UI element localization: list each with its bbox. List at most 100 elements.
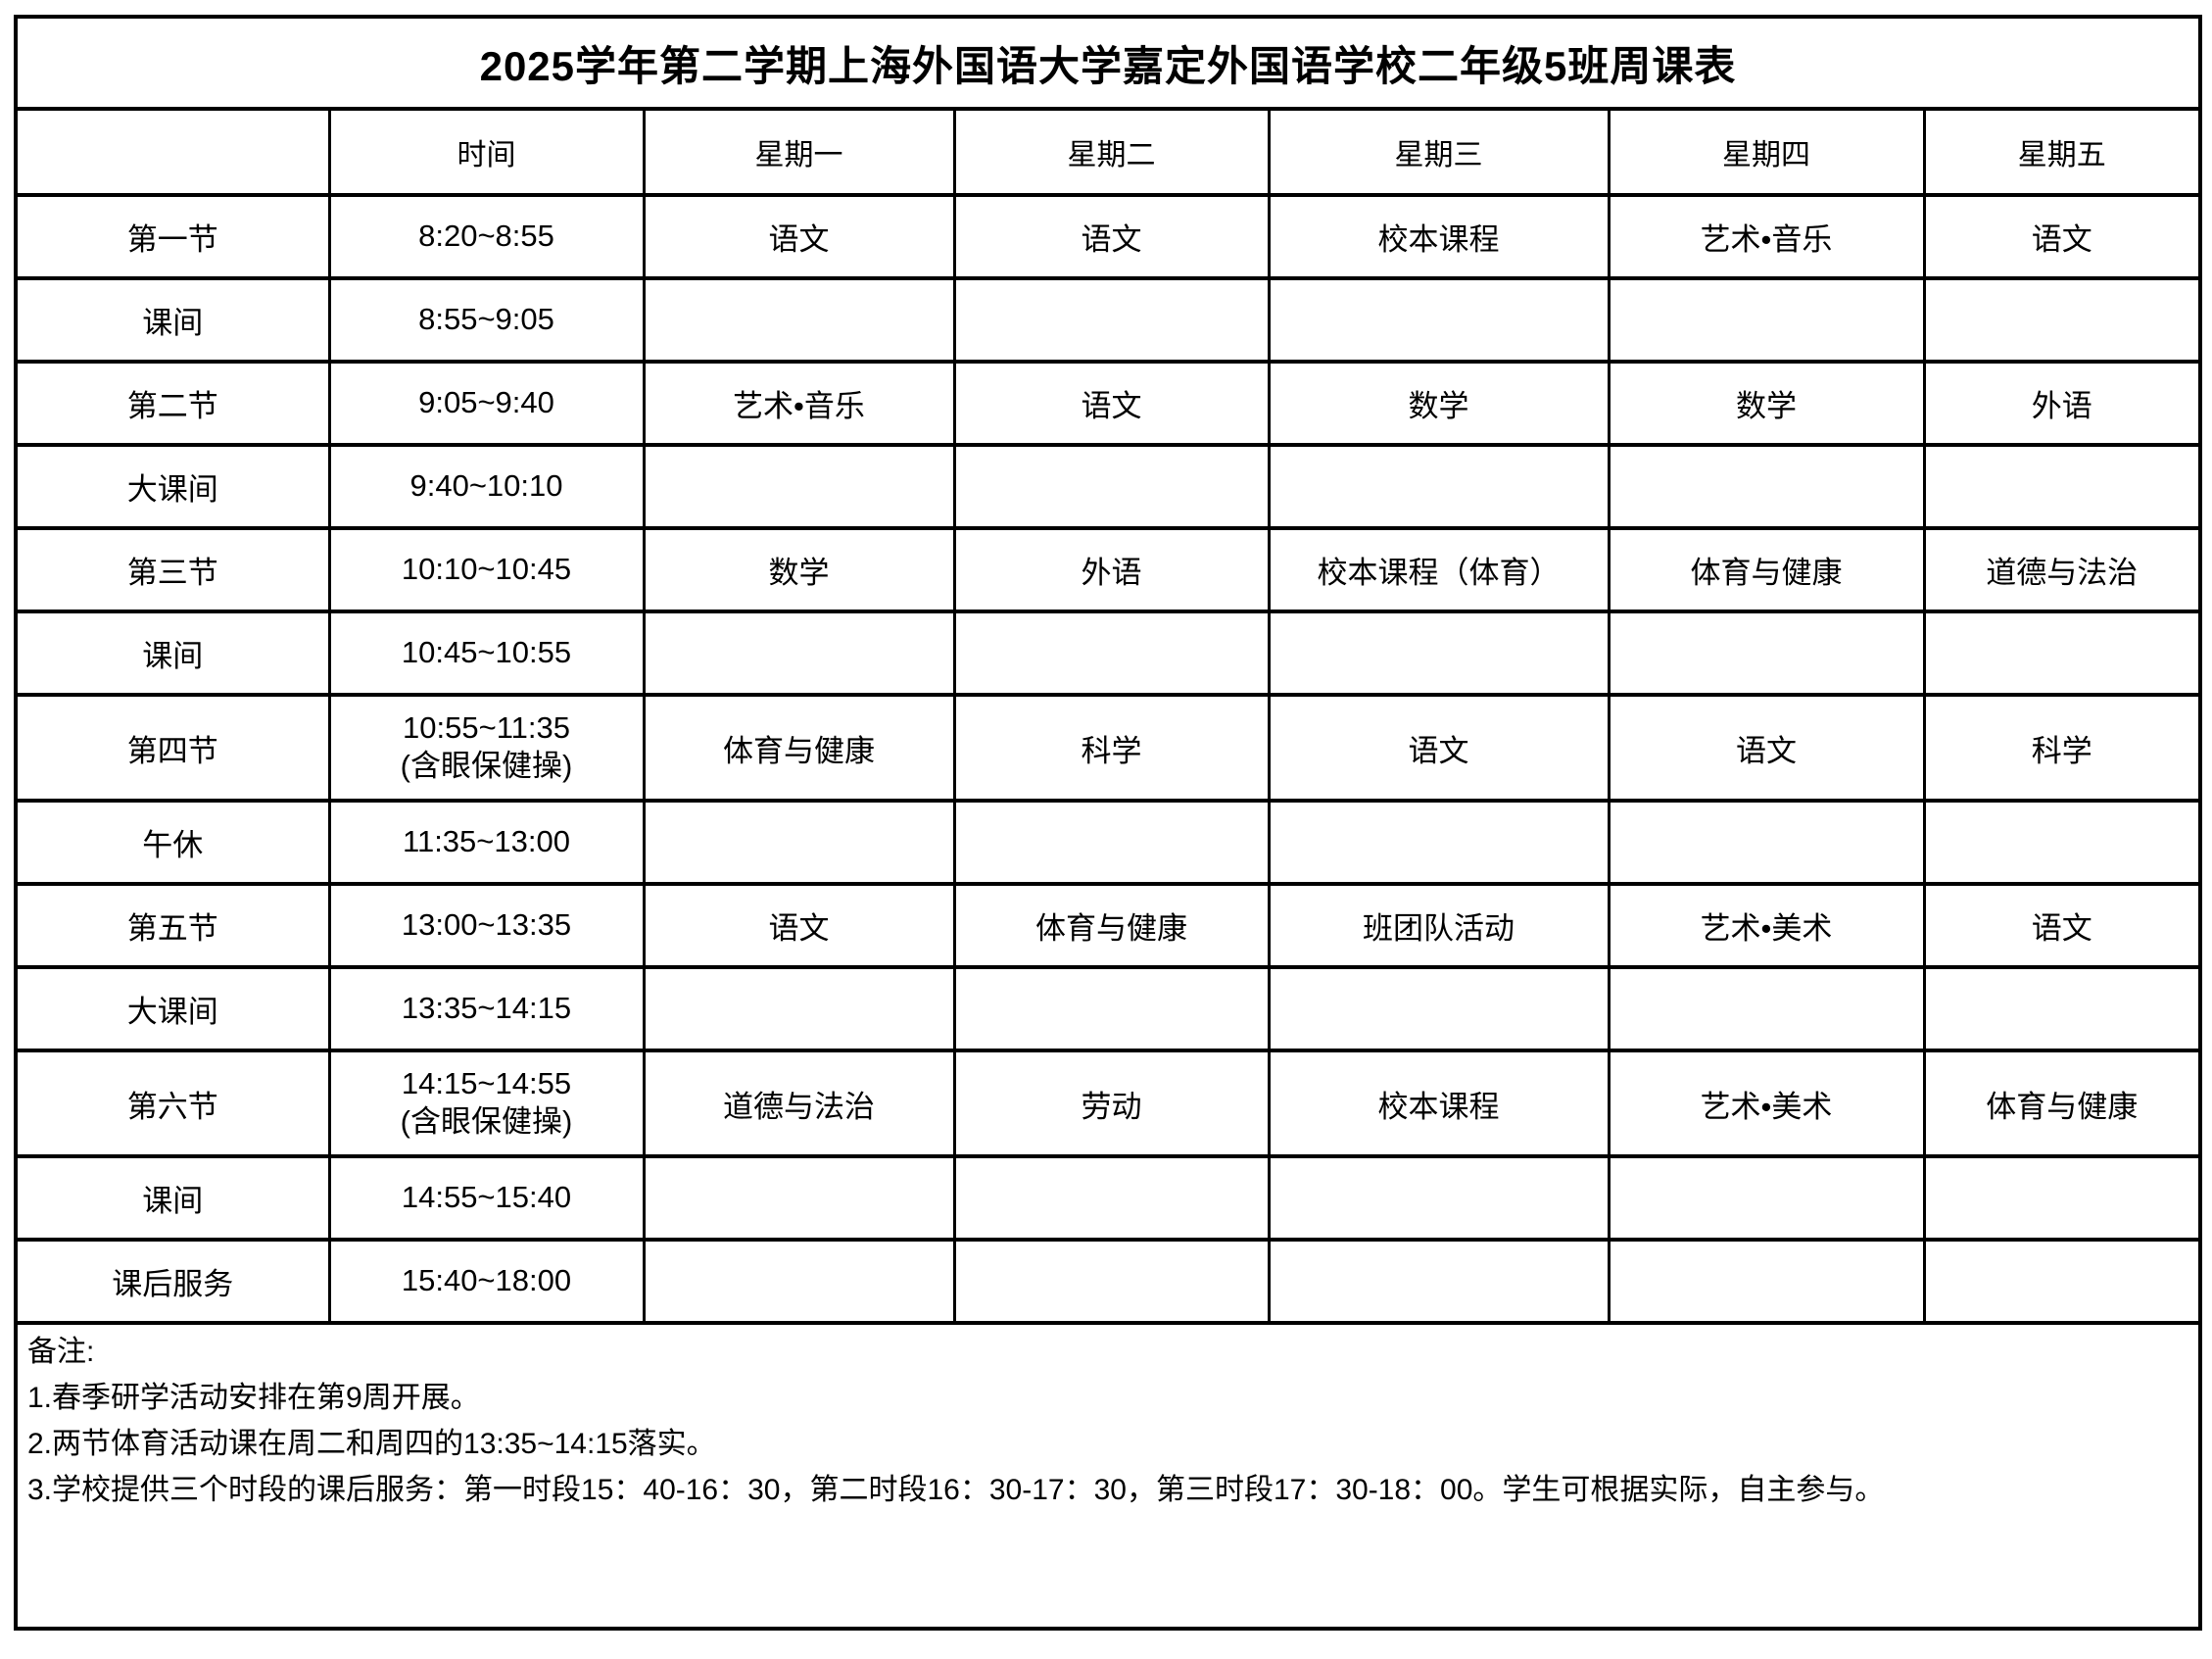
- schedule-cell: 校本课程: [1267, 1049, 1611, 1158]
- schedule-cell: 道德与法治: [642, 1049, 956, 1158]
- title-row: 2025学年第二学期上海外国语大学嘉定外国语学校二年级5班周课表: [14, 15, 2202, 111]
- corner-cell: [14, 107, 331, 197]
- schedule-cell: 语文: [952, 193, 1271, 280]
- row-period-5: 第五节 13:00~13:35 语文 体育与健康 班团队活动 艺术•美术 语文: [14, 882, 2202, 969]
- schedule-cell: [1267, 965, 1611, 1052]
- schedule-cell: [1267, 610, 1611, 697]
- note-item: 1.春季研学活动安排在第9周开展。: [27, 1382, 480, 1414]
- schedule-cell: 劳动: [952, 1049, 1271, 1158]
- schedule-cell: 语文: [1922, 882, 2202, 969]
- row-big-recess-1: 大课间 9:40~10:10: [14, 443, 2202, 530]
- schedule-cell: 数学: [1267, 360, 1611, 447]
- time-cell: 13:00~13:35: [327, 882, 646, 969]
- row-big-recess-2: 大课间 13:35~14:15: [14, 965, 2202, 1052]
- schedule-cell: [642, 965, 956, 1052]
- schedule-cell: [952, 965, 1271, 1052]
- notes-row: 备注: 1.春季研学活动安排在第9周开展。 2.两节体育活动课在周二和周四的13…: [14, 1321, 2202, 1631]
- schedule-cell: 外语: [952, 526, 1271, 613]
- schedule-cell: [1607, 610, 1926, 697]
- schedule-cell: 语文: [1922, 193, 2202, 280]
- schedule-cell: [1922, 1154, 2202, 1242]
- row-label-cell: 大课间: [14, 443, 331, 530]
- schedule-cell: [642, 1154, 956, 1242]
- schedule-cell: [1607, 799, 1926, 886]
- time-cell: 14:55~15:40: [327, 1154, 646, 1242]
- col-header-tuesday: 星期二: [952, 107, 1271, 197]
- schedule-cell: [952, 276, 1271, 364]
- col-header-monday: 星期一: [642, 107, 956, 197]
- row-recess-1: 课间 8:55~9:05: [14, 276, 2202, 364]
- schedule-cell: [1267, 1154, 1611, 1242]
- schedule-cell: [952, 799, 1271, 886]
- schedule-cell: [1607, 1154, 1926, 1242]
- schedule-cell: [1922, 443, 2202, 530]
- schedule-cell: [1922, 799, 2202, 886]
- schedule-cell: 科学: [952, 693, 1271, 803]
- time-cell: 10:45~10:55: [327, 610, 646, 697]
- schedule-cell: [952, 1238, 1271, 1325]
- schedule-cell: [1607, 1238, 1926, 1325]
- time-cell: 9:40~10:10: [327, 443, 646, 530]
- schedule-cell: [1922, 1238, 2202, 1325]
- time-cell: 10:55~11:35 (含眼保健操): [327, 693, 646, 803]
- schedule-cell: 艺术•美术: [1607, 882, 1926, 969]
- schedule-cell: [1267, 443, 1611, 530]
- schedule-cell: 外语: [1922, 360, 2202, 447]
- schedule-cell: 道德与法治: [1922, 526, 2202, 613]
- time-cell: 8:20~8:55: [327, 193, 646, 280]
- schedule-cell: 语文: [1267, 693, 1611, 803]
- col-header-wednesday: 星期三: [1267, 107, 1611, 197]
- row-label-cell: 第六节: [14, 1049, 331, 1158]
- schedule-cell: 语文: [1607, 693, 1926, 803]
- time-cell: 13:35~14:15: [327, 965, 646, 1052]
- row-after-school-service: 课后服务 15:40~18:00: [14, 1238, 2202, 1325]
- col-header-time: 时间: [327, 107, 646, 197]
- row-label-cell: 课间: [14, 610, 331, 697]
- schedule-cell: 语文: [952, 360, 1271, 447]
- note-item: 2.两节体育活动课在周二和周四的13:35~14:15落实。: [27, 1428, 716, 1460]
- page-title: 2025学年第二学期上海外国语大学嘉定外国语学校二年级5班周课表: [14, 15, 2202, 111]
- schedule-cell: 语文: [642, 882, 956, 969]
- schedule-cell: 体育与健康: [952, 882, 1271, 969]
- schedule-cell: [642, 276, 956, 364]
- row-label-cell: 第四节: [14, 693, 331, 803]
- header-row: 时间 星期一 星期二 星期三 星期四 星期五: [14, 107, 2202, 197]
- schedule-cell: 数学: [1607, 360, 1926, 447]
- schedule-cell: [642, 1238, 956, 1325]
- row-label-cell: 课间: [14, 1154, 331, 1242]
- schedule-cell: [642, 799, 956, 886]
- row-label-cell: 午休: [14, 799, 331, 886]
- schedule-cell: 艺术•美术: [1607, 1049, 1926, 1158]
- row-period-3: 第三节 10:10~10:45 数学 外语 校本课程（体育） 体育与健康 道德与…: [14, 526, 2202, 613]
- schedule-cell: [1607, 965, 1926, 1052]
- schedule-cell: 校本课程: [1267, 193, 1611, 280]
- row-label-cell: 大课间: [14, 965, 331, 1052]
- row-period-6: 第六节 14:15~14:55 (含眼保健操) 道德与法治 劳动 校本课程 艺术…: [14, 1049, 2202, 1158]
- schedule-cell: 艺术•音乐: [642, 360, 956, 447]
- row-period-2: 第二节 9:05~9:40 艺术•音乐 语文 数学 数学 外语: [14, 360, 2202, 447]
- time-cell: 10:10~10:45: [327, 526, 646, 613]
- schedule-cell: 体育与健康: [1607, 526, 1926, 613]
- schedule-cell: [1922, 610, 2202, 697]
- time-cell: 9:05~9:40: [327, 360, 646, 447]
- schedule-cell: [952, 443, 1271, 530]
- schedule-cell: 校本课程（体育）: [1267, 526, 1611, 613]
- notes-heading: 备注:: [27, 1336, 95, 1368]
- schedule-cell: [1607, 443, 1926, 530]
- notes-area: 备注: 1.春季研学活动安排在第9周开展。 2.两节体育活动课在周二和周四的13…: [14, 1321, 2202, 1631]
- schedule-cell: 艺术•音乐: [1607, 193, 1926, 280]
- schedule-cell: 语文: [642, 193, 956, 280]
- row-period-1: 第一节 8:20~8:55 语文 语文 校本课程 艺术•音乐 语文: [14, 193, 2202, 280]
- weekly-schedule-table: 2025学年第二学期上海外国语大学嘉定外国语学校二年级5班周课表 时间 星期一 …: [14, 15, 2202, 1631]
- schedule-cell: 科学: [1922, 693, 2202, 803]
- schedule-cell: [1607, 276, 1926, 364]
- time-cell: 11:35~13:00: [327, 799, 646, 886]
- schedule-cell: [1267, 276, 1611, 364]
- schedule-cell: [642, 610, 956, 697]
- row-recess-2: 课间 10:45~10:55: [14, 610, 2202, 697]
- row-label-cell: 第三节: [14, 526, 331, 613]
- schedule-cell: [952, 610, 1271, 697]
- row-period-4: 第四节 10:55~11:35 (含眼保健操) 体育与健康 科学 语文 语文 科…: [14, 693, 2202, 803]
- row-label-cell: 第五节: [14, 882, 331, 969]
- row-label-cell: 课间: [14, 276, 331, 364]
